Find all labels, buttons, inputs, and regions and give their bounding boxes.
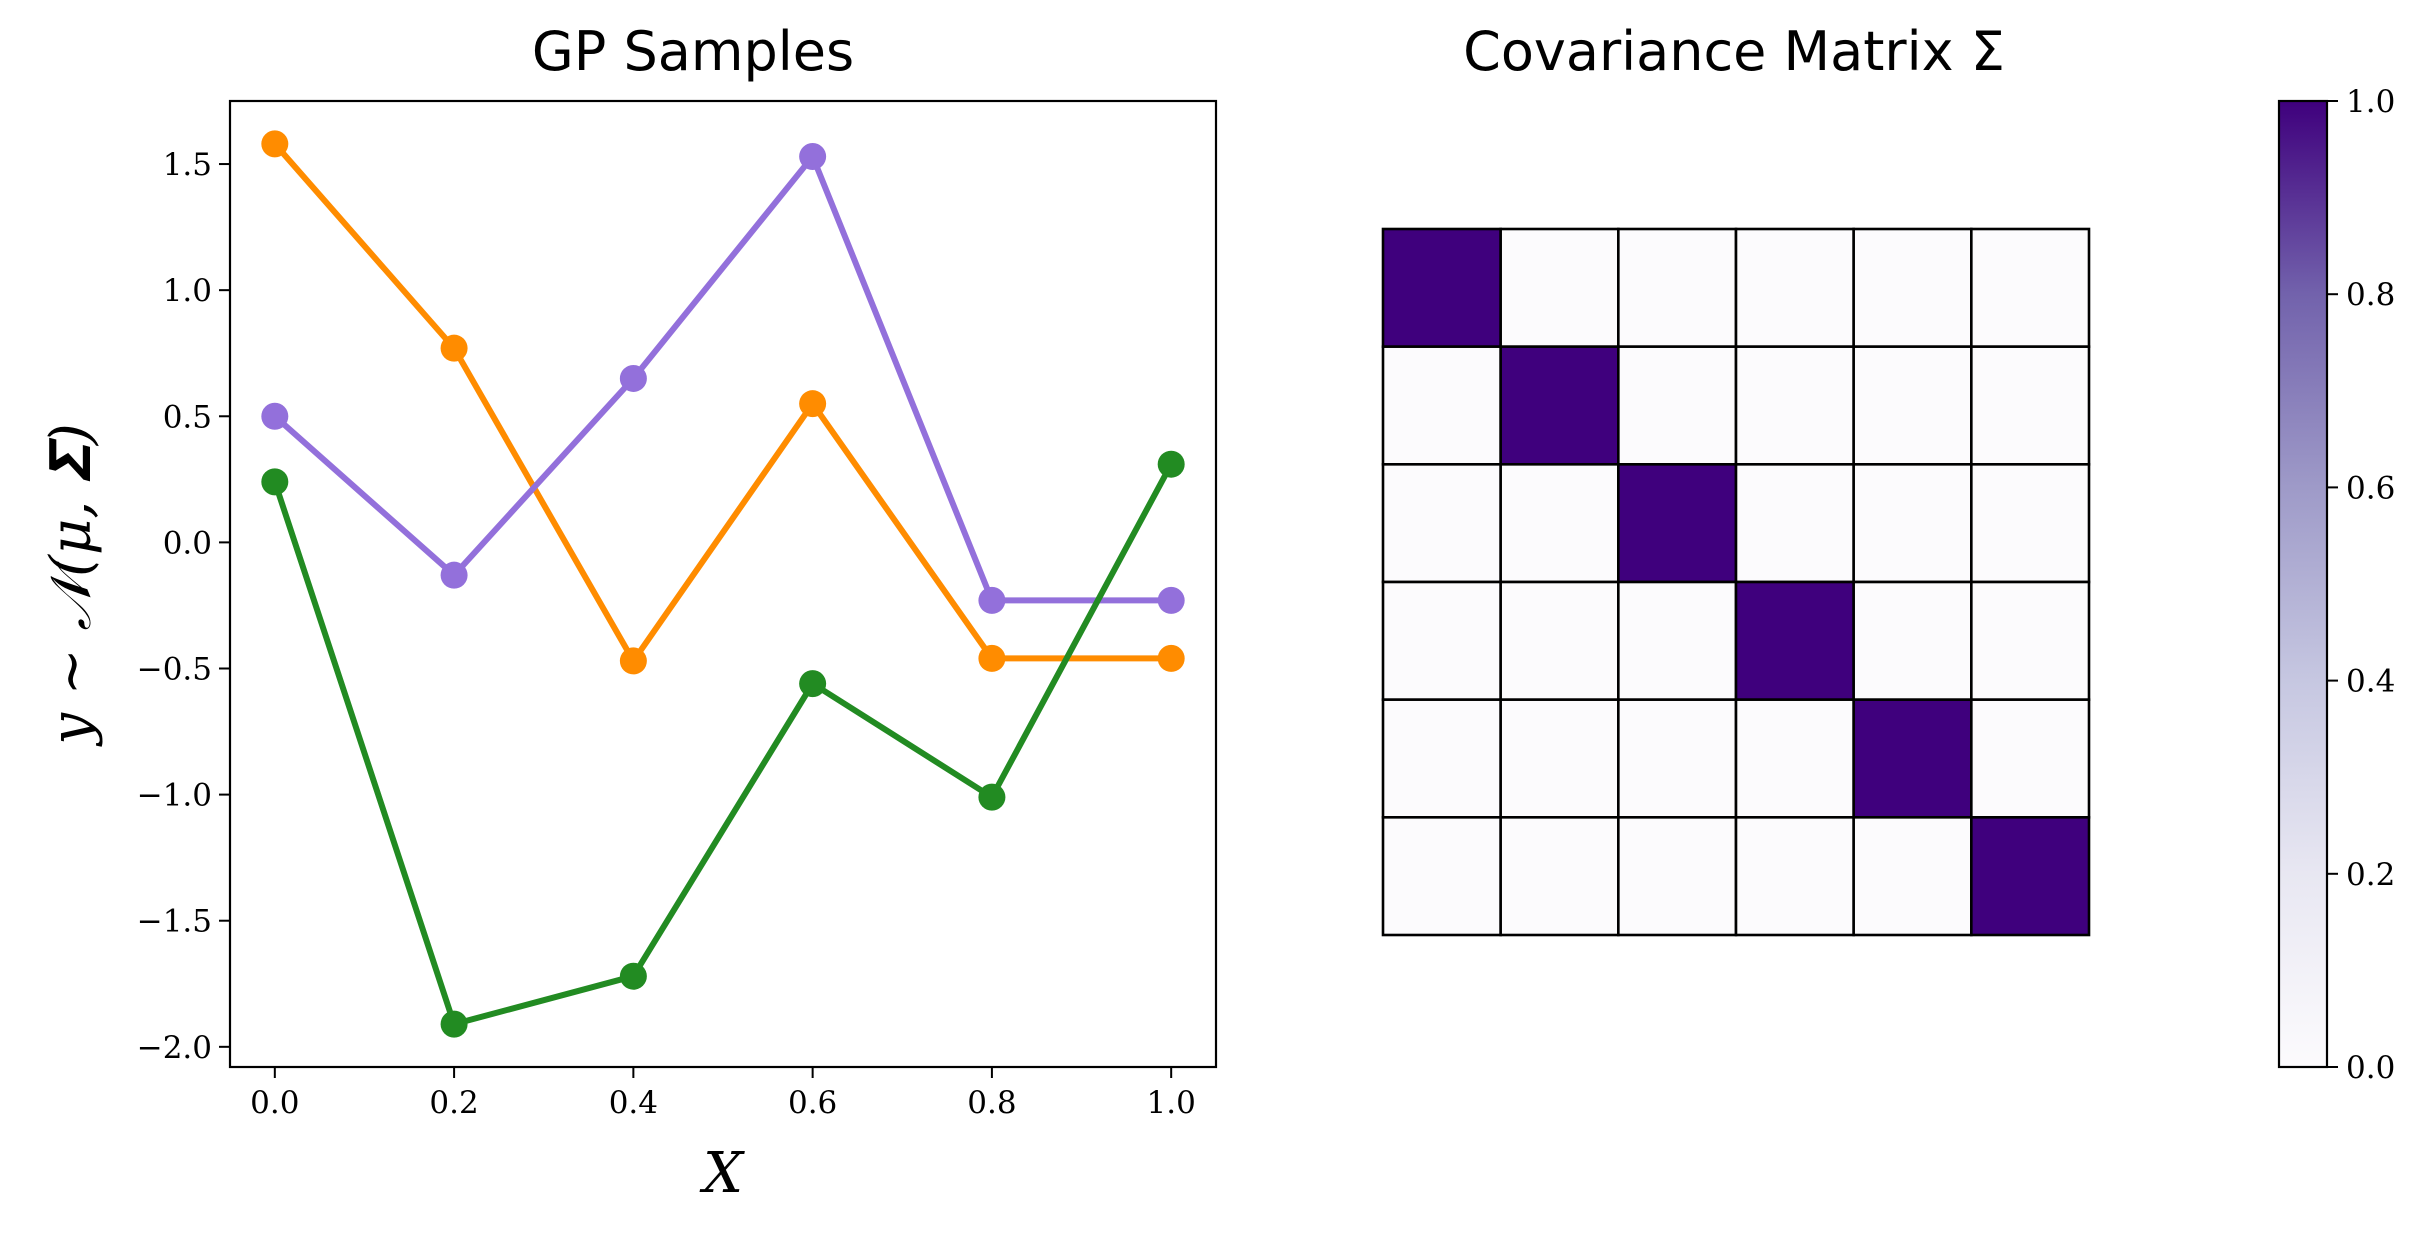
colorbar-tick-label: 0.6	[2346, 470, 2395, 506]
heatmap-cell	[1970, 816, 2091, 937]
series-point	[261, 468, 289, 496]
heatmap-cell	[1970, 345, 2091, 466]
series-point	[799, 142, 827, 170]
series-point	[619, 647, 647, 675]
heatmap-cell	[1617, 345, 1738, 466]
heatmap-cell	[1734, 816, 1855, 937]
heatmap-cell	[1381, 580, 1502, 701]
series-point	[978, 586, 1006, 614]
line-chart-frame	[228, 99, 1218, 1069]
colorbar-tick-label: 0.0	[2346, 1050, 2395, 1086]
heatmap-cell	[1852, 345, 1973, 466]
heatmap-chart: Covariance Matrix Σ	[1381, 20, 2091, 937]
series-point	[1157, 450, 1185, 478]
series-point	[619, 364, 647, 392]
heatmap-cell	[1734, 698, 1855, 819]
series-point	[799, 670, 827, 698]
series-point	[799, 390, 827, 418]
x-tick-label: 1.0	[1147, 1085, 1196, 1121]
heatmap-cell	[1970, 227, 2091, 348]
series-point	[261, 130, 289, 158]
series-line	[272, 141, 1172, 664]
x-tick-label: 0.6	[788, 1085, 837, 1121]
series-point	[440, 334, 468, 362]
series-point	[978, 644, 1006, 672]
heatmap-cell	[1499, 345, 1620, 466]
heatmap-cell	[1852, 698, 1973, 819]
heatmap-cells	[1381, 227, 2091, 937]
heatmap-cell	[1381, 227, 1502, 348]
series-point	[619, 962, 647, 990]
series-point	[1157, 586, 1185, 614]
y-tick-label: 1.5	[163, 147, 212, 183]
chart-title: GP Samples	[532, 20, 854, 83]
x-tick-label: 0.0	[250, 1085, 299, 1121]
heatmap-cell	[1617, 580, 1738, 701]
heatmap-cell	[1499, 698, 1620, 819]
y-tick-label: 1.0	[163, 273, 212, 309]
line-chart-ticks: 0.0 0.2 0.4 0.6 0.8 1.0 −2.0 −1.5 −1.0 −0.5 0.0 0.5…	[137, 147, 1196, 1121]
heatmap-cell	[1734, 463, 1855, 584]
heatmap-cell	[1499, 463, 1620, 584]
colorbar-ticks: 0.0 0.2 0.4 0.6 0.8 1.0	[2327, 84, 2395, 1086]
heatmap-cell	[1970, 698, 2091, 819]
series-point	[1157, 644, 1185, 672]
heatmap-cell	[1617, 816, 1738, 937]
heatmap-cell	[1499, 580, 1620, 701]
x-tick-label: 0.4	[609, 1085, 658, 1121]
y-tick-label: −0.5	[137, 651, 212, 687]
y-axis-label: y ∼ 𝒩(μ, 𝚺)	[39, 423, 104, 747]
heatmap-cell	[1381, 816, 1502, 937]
y-tick-label: 0.5	[163, 399, 212, 435]
heatmap-cell	[1970, 580, 2091, 701]
heatmap-cell	[1499, 816, 1620, 937]
heatmap-cell	[1381, 345, 1502, 466]
heatmap-cell	[1852, 227, 1973, 348]
y-tick-label: −1.5	[137, 904, 212, 940]
series-point	[440, 1010, 468, 1038]
series-line	[272, 153, 1172, 604]
x-tick-label: 0.8	[967, 1085, 1016, 1121]
series-line	[271, 462, 1174, 1028]
heatmap-cell	[1734, 345, 1855, 466]
heatmap-cell	[1617, 463, 1738, 584]
y-tick-label: −1.0	[137, 778, 212, 814]
heatmap-cell	[1734, 580, 1855, 701]
heatmap-cell	[1499, 227, 1620, 348]
series-point	[978, 783, 1006, 811]
colorbar-tick-label: 0.4	[2346, 664, 2395, 700]
heatmap-cell	[1734, 227, 1855, 348]
line-chart-series	[261, 130, 1185, 1038]
heatmap-cell	[1381, 698, 1502, 819]
heatmap-cell	[1852, 580, 1973, 701]
heatmap-cell	[1852, 463, 1973, 584]
colorbar: 0.0 0.2 0.4 0.6 0.8 1.0	[2277, 84, 2395, 1086]
heatmap-cell	[1970, 463, 2091, 584]
colorbar-tick-label: 0.2	[2346, 857, 2395, 893]
heatmap-cell	[1617, 227, 1738, 348]
x-axis-label: X	[699, 1141, 745, 1206]
line-chart: GP Samples 0.0 0.2 0.4 0.6 0.8 1.0 −2.0 −1.5 −1.…	[39, 20, 1218, 1206]
x-tick-label: 0.2	[429, 1085, 478, 1121]
colorbar-tick-label: 1.0	[2346, 84, 2395, 120]
heatmap-cell	[1617, 698, 1738, 819]
colorbar-gradient	[2277, 99, 2329, 1069]
series-point	[440, 561, 468, 589]
series-point	[261, 402, 289, 430]
heatmap-title: Covariance Matrix Σ	[1463, 20, 2005, 83]
heatmap-cell	[1381, 463, 1502, 584]
heatmap-cell	[1852, 816, 1973, 937]
y-tick-label: 0.0	[163, 525, 212, 561]
y-tick-label: −2.0	[137, 1030, 212, 1066]
colorbar-tick-label: 0.8	[2346, 277, 2395, 313]
